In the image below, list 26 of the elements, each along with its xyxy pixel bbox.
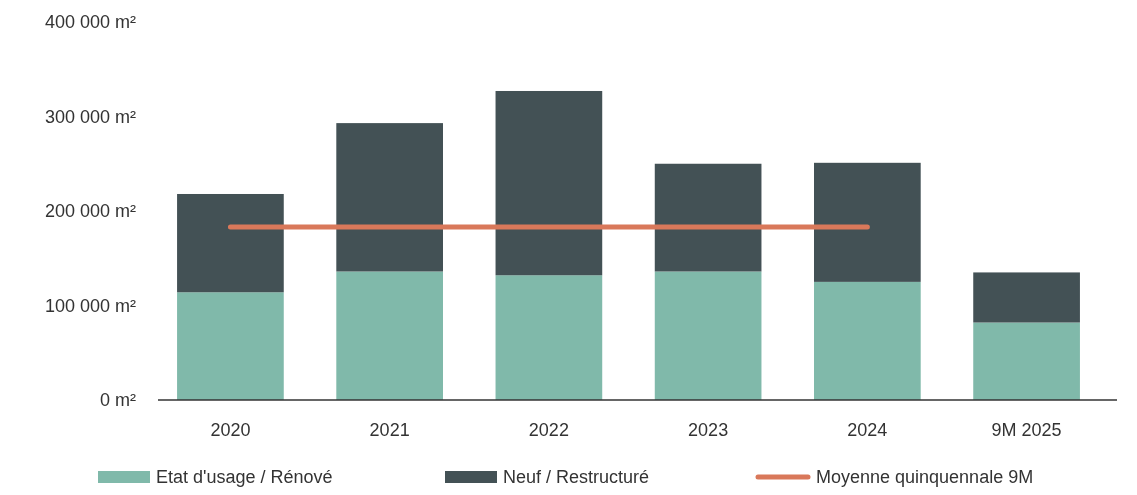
bar [654,271,762,400]
x-tick-label: 2024 [847,420,888,440]
y-tick-label: 300 000 m² [44,106,136,127]
bar [814,162,921,282]
bar [973,322,1080,400]
y-tick-label: 400 000 m² [44,12,136,33]
bar [336,271,443,400]
x-tick-label: 9M 2025 [991,420,1062,440]
x-tick-label: 2023 [688,420,729,440]
legend-label: Etat d'usage / Rénové [156,467,333,487]
y-tick-label: 100 000 m² [44,295,136,316]
y-tick-label: 200 000 m² [44,201,136,222]
bar [495,275,603,400]
bar [177,193,284,293]
bar [495,90,603,276]
bar [814,281,921,400]
y-tick-label: 0 m² [100,390,137,411]
bar [973,272,1080,323]
x-tick-label: 2020 [210,420,251,440]
bar [336,123,443,272]
bar [177,292,284,400]
legend-label: Neuf / Restructuré [503,467,650,487]
legend-label: Moyenne quinquennale 9M [816,467,1034,487]
x-tick-label: 2021 [369,420,410,440]
x-tick-label: 2022 [528,420,569,440]
bar [654,163,762,272]
